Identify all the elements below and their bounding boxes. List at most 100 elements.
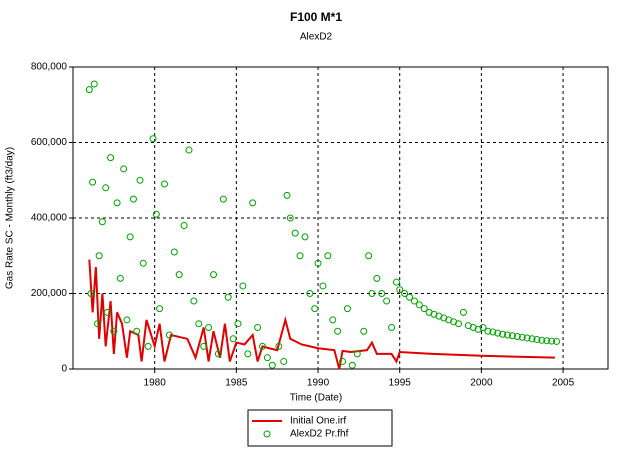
data-point (85, 86, 93, 94)
data-point (87, 290, 95, 297)
data-point (244, 350, 252, 358)
data-point (103, 308, 111, 316)
x-tick-label: 1990 (307, 378, 330, 389)
data-point (94, 320, 102, 328)
data-point (268, 361, 276, 369)
data-point (156, 305, 164, 313)
data-point (126, 233, 134, 241)
data-point (291, 229, 299, 237)
data-point (280, 357, 288, 365)
data-point (314, 259, 322, 267)
data-point (368, 290, 376, 297)
data-point (123, 316, 131, 324)
data-point (249, 199, 257, 207)
data-point (406, 293, 414, 301)
x-axis-label: Time (Date) (290, 393, 342, 404)
data-point (484, 327, 492, 335)
data-point (234, 320, 242, 328)
y-tick-label: 600,000 (31, 137, 68, 148)
data-point (401, 290, 409, 297)
x-tick-label: 2005 (552, 378, 575, 389)
data-point (263, 354, 271, 362)
data-point (410, 297, 418, 305)
data-point (324, 252, 332, 260)
data-point (334, 327, 342, 335)
data-point (190, 297, 198, 305)
data-point (165, 331, 173, 339)
data-point (95, 252, 103, 260)
data-point (160, 180, 168, 188)
data-point (136, 176, 144, 184)
data-point (116, 274, 124, 282)
data-point (494, 329, 502, 337)
data-point (239, 282, 247, 290)
data-point (311, 305, 319, 313)
data-point (102, 184, 110, 192)
x-tick-label: 1985 (225, 378, 248, 389)
x-tick-label: 1995 (389, 378, 412, 389)
series-line (88, 259, 555, 370)
data-point (523, 334, 531, 342)
y-axis-label: Gas Rate SC - Monthly (ft3/day) (5, 147, 16, 289)
data-point (548, 337, 556, 345)
data-point (383, 297, 391, 305)
data-point (489, 328, 497, 336)
data-point (200, 342, 208, 350)
data-point (306, 290, 314, 297)
data-point (195, 320, 203, 328)
data-point (378, 290, 386, 297)
data-point (113, 199, 121, 207)
data-point (89, 178, 97, 186)
data-point (214, 350, 222, 358)
data-point (373, 274, 381, 282)
y-tick-label: 200,000 (31, 288, 68, 299)
data-point (508, 332, 516, 340)
data-point (301, 233, 309, 241)
data-point (209, 271, 217, 279)
data-point (533, 336, 541, 344)
data-point (343, 305, 351, 313)
data-point (319, 282, 327, 290)
data-point (504, 331, 512, 339)
data-point (275, 342, 283, 350)
data-point (420, 305, 428, 313)
data-point (133, 327, 141, 335)
y-tick-label: 400,000 (31, 213, 68, 224)
data-point (129, 195, 137, 203)
legend-swatch (263, 430, 271, 438)
legend-label: Initial One.irf (290, 416, 346, 427)
data-point (459, 308, 467, 316)
data-point (388, 323, 396, 331)
data-point (120, 165, 128, 173)
data-point (90, 80, 98, 88)
data-point (110, 327, 118, 335)
legend-box (247, 409, 393, 447)
data-point (353, 350, 361, 358)
data-point (365, 252, 373, 260)
data-point (219, 195, 227, 203)
data-point (329, 316, 337, 324)
x-tick-label: 1980 (144, 378, 167, 389)
y-tick-label: 800,000 (31, 62, 68, 73)
data-point (415, 301, 423, 309)
data-point (479, 323, 487, 331)
data-point (107, 154, 115, 162)
data-point (185, 146, 193, 154)
data-point (139, 259, 147, 267)
data-point (144, 342, 152, 350)
chart-subtitle: AlexD2 (300, 32, 333, 43)
data-point (543, 337, 551, 345)
data-point (528, 335, 536, 343)
data-point (149, 135, 157, 143)
legend-label: AlexD2 Pr.fhf (290, 429, 349, 440)
data-point (396, 286, 404, 294)
data-point (98, 218, 106, 226)
data-point (455, 320, 463, 328)
data-point (254, 323, 262, 331)
data-point (283, 191, 291, 199)
data-point (538, 336, 546, 344)
data-point (392, 278, 400, 286)
data-point (229, 335, 237, 343)
y-tick-label: 0 (61, 364, 67, 375)
